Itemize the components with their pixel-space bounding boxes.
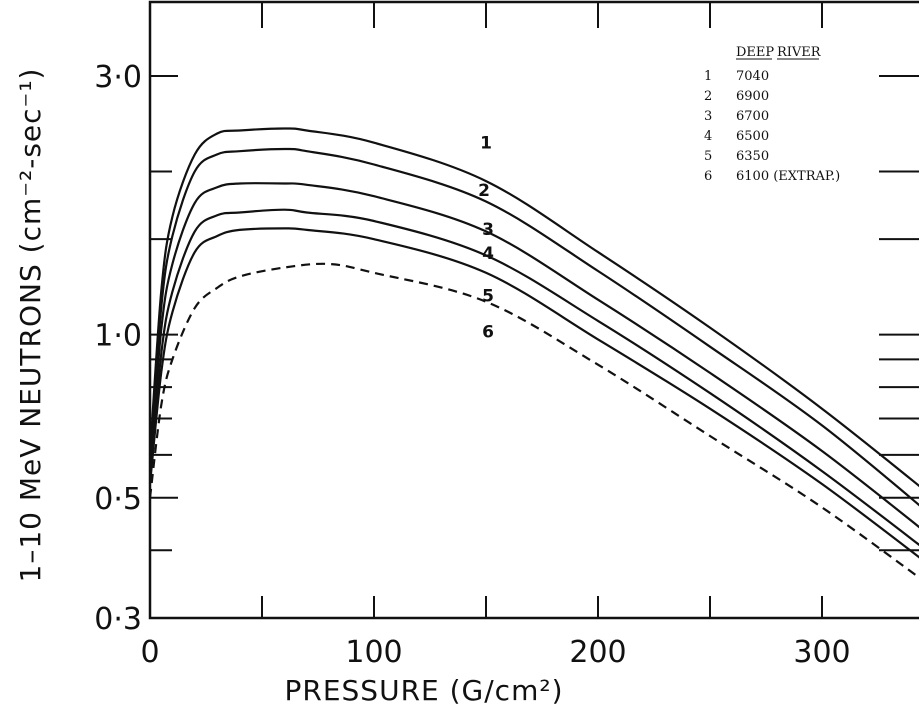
x-tick-label: 200 bbox=[569, 635, 626, 670]
legend-number-6: 6 bbox=[704, 169, 712, 184]
x-tick-label: 300 bbox=[793, 635, 850, 670]
x-tick-label: 0 bbox=[140, 635, 159, 670]
legend-value-1: 7040 bbox=[736, 69, 769, 84]
curve-6 bbox=[148, 262, 919, 579]
axis-titles: PRESSURE (G/cm²) 1–10 MeV NEUTRONS (cm⁻²… bbox=[14, 68, 564, 707]
y-tick-label: 3·0 bbox=[94, 60, 142, 95]
legend-value-6: 6100 (EXTRAP.) bbox=[736, 169, 840, 184]
plot-frame bbox=[148, 0, 919, 620]
curve-label-1: 1 bbox=[480, 133, 492, 153]
y-axis-title: 1–10 MeV NEUTRONS (cm⁻²-sec⁻¹) bbox=[14, 68, 47, 583]
legend-value-5: 6350 bbox=[736, 149, 769, 164]
legend-number-3: 3 bbox=[704, 109, 712, 124]
legend-number-2: 2 bbox=[704, 89, 712, 104]
curves bbox=[148, 127, 919, 579]
curve-3 bbox=[148, 182, 919, 529]
curve-label-3: 3 bbox=[482, 220, 494, 240]
x-tick-label: 100 bbox=[345, 635, 402, 670]
y-tick-label: 0·5 bbox=[94, 482, 142, 517]
legend-number-4: 4 bbox=[704, 129, 712, 144]
curve-label-2: 2 bbox=[478, 181, 490, 201]
legend-value-4: 6500 bbox=[736, 129, 769, 144]
legend-value-2: 6900 bbox=[736, 89, 769, 104]
legend-header-right: RIVER bbox=[777, 45, 822, 60]
curve-5 bbox=[148, 227, 919, 559]
curve-label-4: 4 bbox=[482, 244, 494, 264]
axes: 0 100 200 300 0·3 0·5 1·0 3·0 bbox=[94, 2, 919, 670]
curve-label-6: 6 bbox=[482, 323, 494, 343]
x-axis-title: PRESSURE (G/cm²) bbox=[285, 674, 564, 707]
curve-labels: 1 2 3 4 5 6 bbox=[478, 133, 494, 342]
y-tick-label: 0·3 bbox=[94, 602, 142, 637]
legend-number-5: 5 bbox=[704, 149, 712, 164]
legend-value-3: 6700 bbox=[736, 109, 769, 124]
curve-2 bbox=[148, 147, 919, 507]
curve-label-5: 5 bbox=[482, 287, 494, 307]
legend: DEEP RIVER 1 7040 2 6900 3 6700 4 6500 5 6350 6 610… bbox=[704, 45, 840, 184]
curve-4 bbox=[148, 208, 919, 547]
legend-header-left: DEEP bbox=[736, 45, 774, 60]
y-tick-label: 1·0 bbox=[94, 319, 142, 354]
curve-1 bbox=[148, 127, 919, 488]
legend-number-1: 1 bbox=[704, 69, 712, 84]
plot-area bbox=[148, 0, 919, 620]
